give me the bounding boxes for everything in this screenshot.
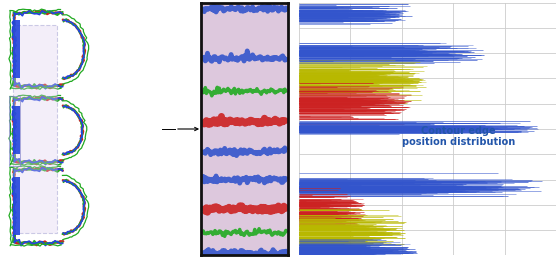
Bar [13,177,20,235]
Text: Contour edge
position distribution: Contour edge position distribution [402,126,515,147]
Bar [13,25,57,233]
Bar [13,106,20,154]
Bar [10,96,20,166]
Bar [13,20,20,78]
